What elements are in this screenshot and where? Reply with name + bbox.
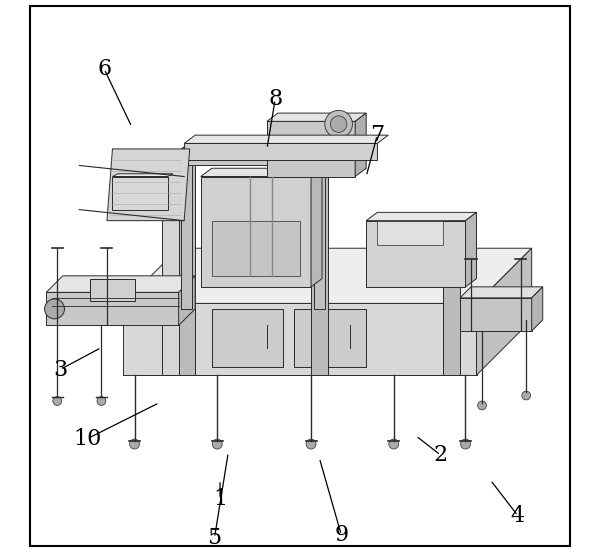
Polygon shape: [295, 309, 366, 367]
Circle shape: [53, 397, 62, 406]
Circle shape: [44, 299, 64, 319]
Text: 9: 9: [334, 524, 349, 546]
Polygon shape: [162, 155, 179, 375]
Polygon shape: [184, 144, 377, 160]
Circle shape: [461, 439, 470, 449]
Circle shape: [325, 110, 352, 138]
Circle shape: [212, 439, 222, 449]
Polygon shape: [181, 141, 336, 149]
Polygon shape: [184, 135, 388, 144]
Polygon shape: [267, 113, 366, 121]
Polygon shape: [107, 149, 190, 221]
Polygon shape: [181, 149, 325, 166]
Text: 7: 7: [370, 124, 384, 146]
Circle shape: [130, 439, 139, 449]
Polygon shape: [112, 174, 173, 177]
Circle shape: [97, 397, 106, 406]
Circle shape: [389, 439, 399, 449]
Polygon shape: [124, 304, 476, 375]
Polygon shape: [311, 168, 322, 287]
Polygon shape: [366, 213, 476, 221]
Polygon shape: [179, 155, 195, 375]
Polygon shape: [355, 113, 366, 177]
Polygon shape: [91, 279, 134, 301]
Polygon shape: [366, 221, 466, 287]
Text: 1: 1: [213, 488, 227, 510]
Text: 3: 3: [53, 359, 67, 380]
Polygon shape: [212, 309, 283, 367]
Text: 8: 8: [268, 88, 283, 110]
Polygon shape: [179, 276, 195, 326]
Polygon shape: [377, 221, 443, 246]
Text: 10: 10: [73, 428, 102, 449]
Polygon shape: [46, 276, 195, 293]
Polygon shape: [267, 121, 355, 177]
Polygon shape: [46, 293, 179, 326]
Polygon shape: [201, 177, 311, 287]
Polygon shape: [181, 149, 193, 309]
Circle shape: [522, 391, 530, 400]
Circle shape: [331, 116, 347, 132]
Polygon shape: [112, 177, 167, 210]
Polygon shape: [314, 149, 325, 309]
Text: 2: 2: [434, 444, 448, 466]
Circle shape: [306, 439, 316, 449]
Polygon shape: [311, 155, 328, 375]
Text: 4: 4: [511, 505, 525, 527]
Text: 5: 5: [208, 527, 221, 549]
Circle shape: [478, 401, 487, 410]
Polygon shape: [460, 298, 532, 331]
Polygon shape: [201, 168, 322, 177]
Polygon shape: [466, 213, 476, 287]
Text: 6: 6: [97, 58, 111, 80]
Polygon shape: [460, 287, 543, 298]
Polygon shape: [443, 265, 460, 375]
Polygon shape: [476, 248, 532, 375]
Polygon shape: [124, 248, 532, 304]
Polygon shape: [532, 287, 543, 331]
Polygon shape: [212, 221, 300, 276]
